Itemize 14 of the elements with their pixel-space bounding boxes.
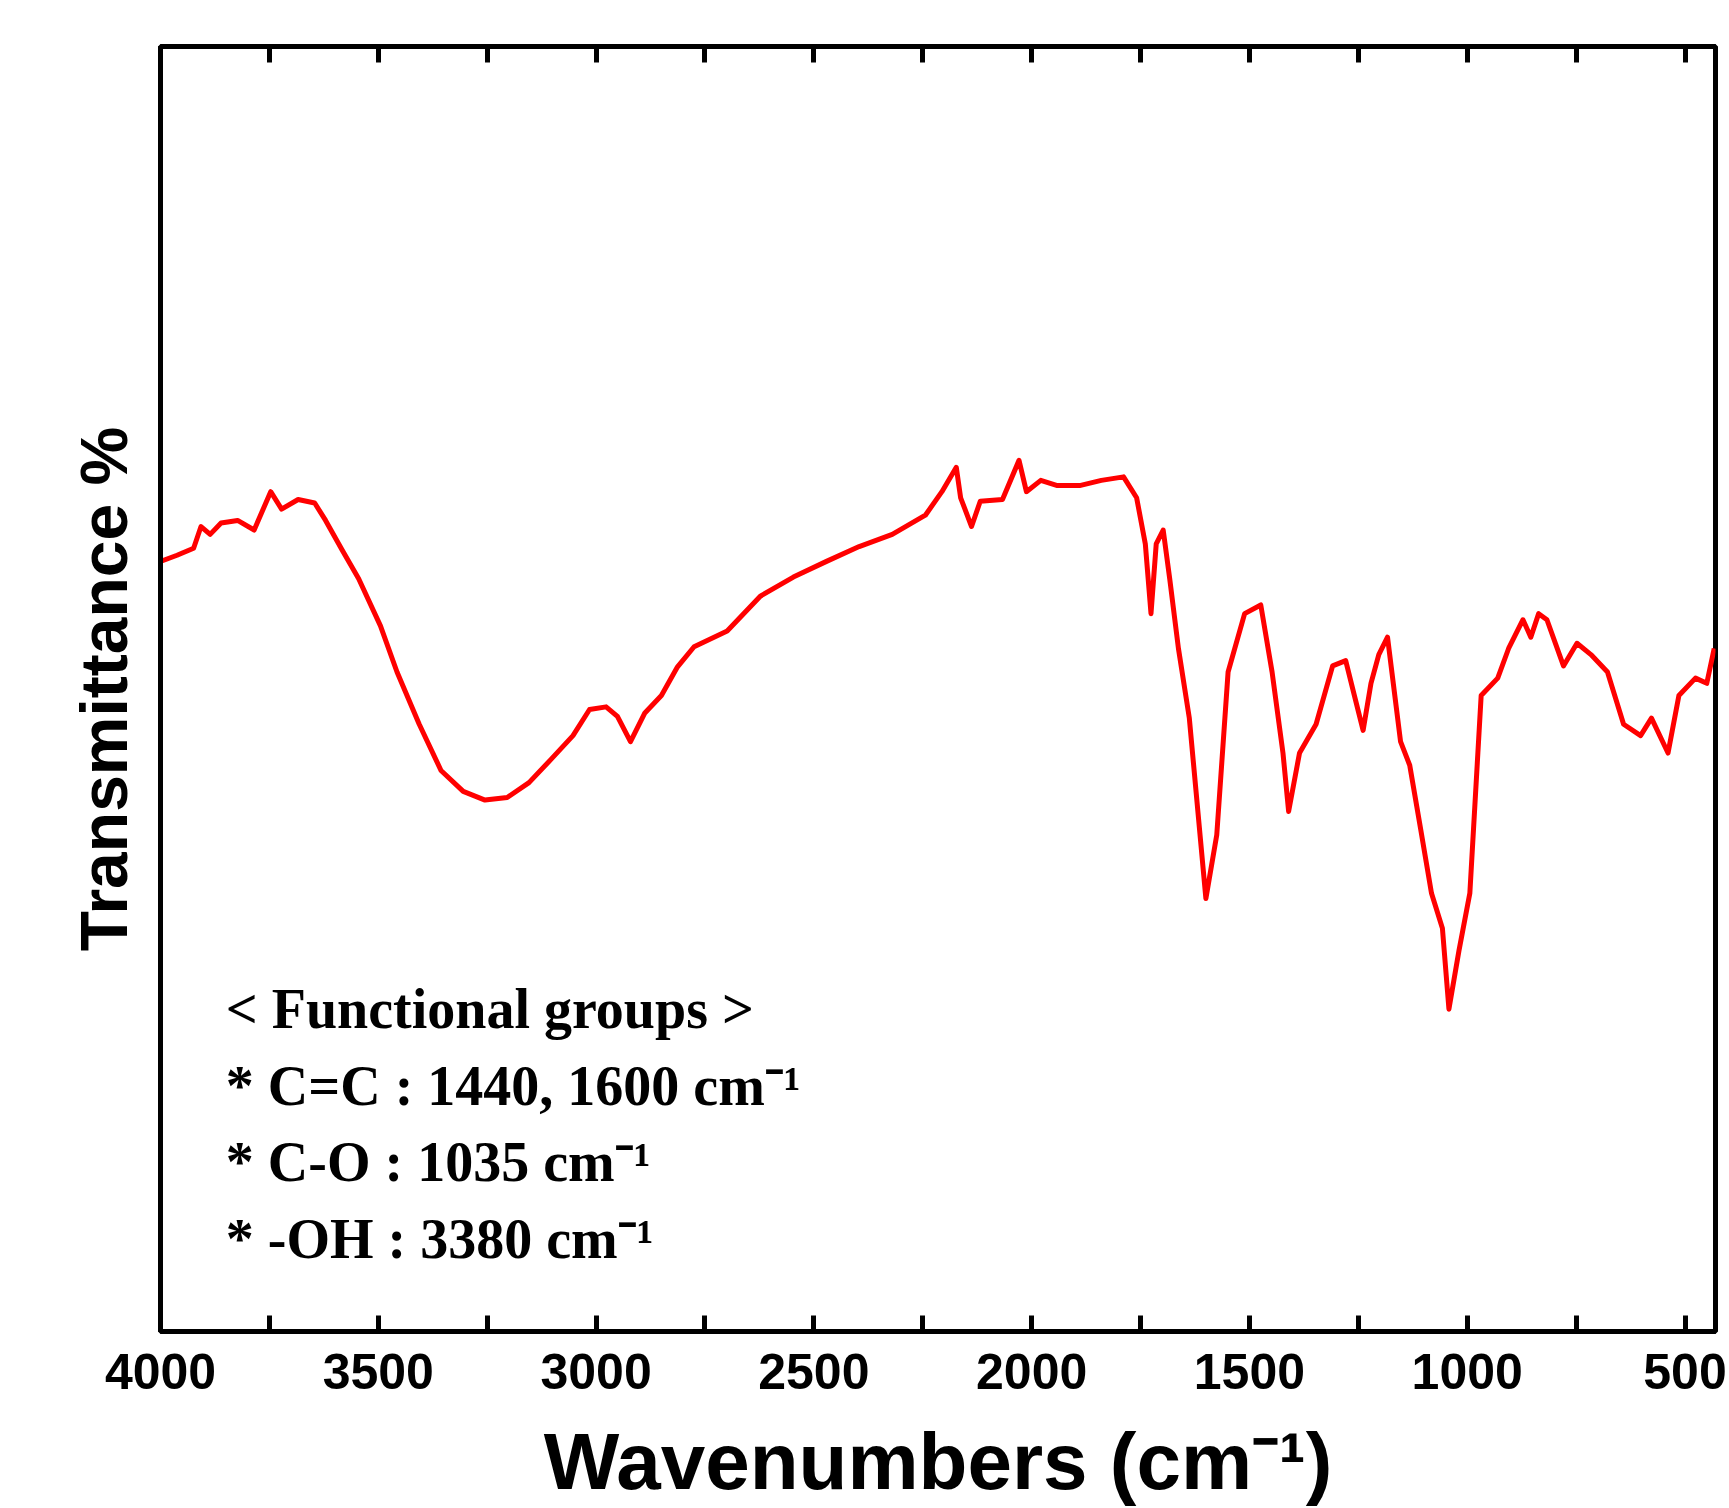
x-tick-label: 1000 [1411, 1343, 1523, 1400]
x-tick-label: 3000 [540, 1343, 652, 1400]
x-tick-label: 500 [1643, 1343, 1727, 1400]
x-axis-title: Wavenumbers (cm⁻¹) [543, 1416, 1333, 1506]
x-tick-label: 3500 [322, 1343, 434, 1400]
x-tick-label: 2000 [976, 1343, 1088, 1400]
annotation: * C-O : 1035 cm⁻¹ [225, 1131, 651, 1194]
annotation: * C=C : 1440, 1600 cm⁻¹ [225, 1054, 801, 1117]
annotation: * -OH : 3380 cm⁻¹ [225, 1208, 654, 1271]
annotation: < Functional groups > [225, 978, 754, 1041]
x-tick-label: 1500 [1193, 1343, 1306, 1400]
y-axis-title: Transmittance % [66, 426, 141, 952]
x-tick-label: 4000 [104, 1343, 217, 1400]
x-tick-label: 2500 [758, 1343, 870, 1400]
